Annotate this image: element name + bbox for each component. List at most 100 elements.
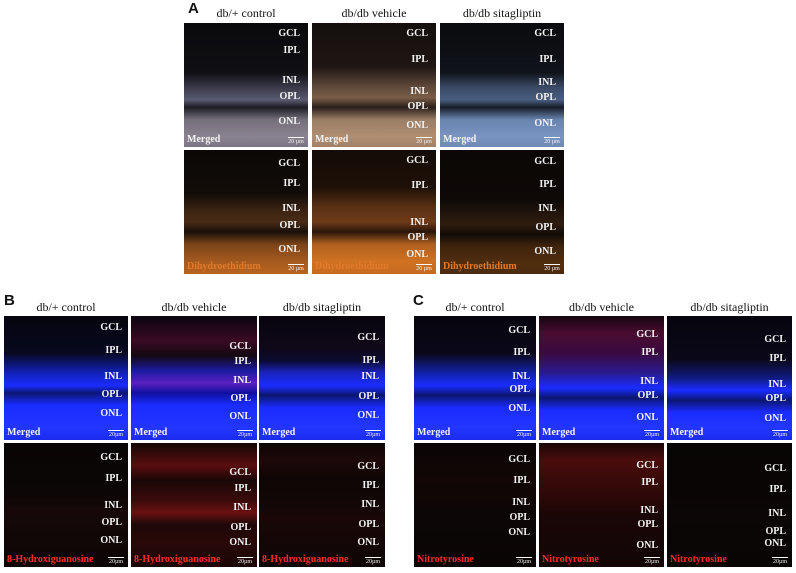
column-header-a-vehicle: db/db vehicle (341, 6, 407, 20)
layer-label-gcl: GCL (534, 28, 556, 39)
micrograph-c-sitagliptin-nitrotyrosine: GCL IPL INL OPL ONL Nitrotyrosine 20µm (667, 443, 792, 567)
layer-label-opl: OPL (535, 92, 556, 103)
layer-label-gcl: GCL (534, 156, 556, 167)
panel-label-c: C (413, 292, 424, 309)
micrograph-a-sitagliptin-dhe: GCL IPL INL OPL ONL Dihydroethidium 20 µ… (440, 150, 564, 274)
micrograph-c-control-merged: GCL IPL INL OPL ONL Merged 20µm (414, 316, 536, 440)
column-header-b-sitagliptin: db/db sitagliptin (282, 300, 362, 314)
layer-label-inl: INL (410, 86, 428, 97)
stain-label-8ohdg: 8-Hydroxiguanosine (262, 554, 349, 565)
column-header-a-control: db/+ control (216, 6, 276, 20)
layer-label-onl: ONL (764, 538, 786, 549)
column-header-b-control: db/+ control (36, 300, 96, 314)
layer-label-opl: OPL (279, 91, 300, 102)
layer-label-gcl: GCL (229, 341, 251, 352)
layer-label-inl: INL (538, 203, 556, 214)
layer-label-opl: OPL (535, 222, 556, 233)
panel-label-b: B (4, 292, 15, 309)
micrograph-a-vehicle-dhe: GCL IPL INL OPL ONL Dihydroethidium 20 µ… (312, 150, 436, 274)
column-header-a-sitagliptin: db/db sitagliptin (462, 6, 542, 20)
layer-label-gcl: GCL (357, 332, 379, 343)
layer-label-onl: ONL (764, 413, 786, 424)
layer-label-opl: OPL (765, 393, 786, 404)
layer-label-ipl: IPL (411, 180, 428, 191)
layer-label-onl: ONL (357, 410, 379, 421)
micrograph-b-vehicle-8ohdg: GCL IPL INL OPL ONL 8-Hydroxiguanosine 2… (131, 443, 257, 567)
scale-bar: 20 µm (288, 264, 304, 272)
micrograph-a-sitagliptin-merged: GCL IPL INL OPL ONL Merged 20 µm (440, 23, 564, 147)
layer-label-gcl: GCL (406, 28, 428, 39)
layer-label-inl: INL (361, 371, 379, 382)
layer-label-opl: OPL (101, 389, 122, 400)
layer-label-ipl: IPL (641, 347, 658, 358)
layer-label-inl: INL (640, 505, 658, 516)
layer-label-onl: ONL (636, 412, 658, 423)
stain-label-merged: Merged (315, 134, 349, 145)
layer-label-gcl: GCL (636, 329, 658, 340)
layer-label-opl: OPL (230, 393, 251, 404)
micrograph-b-control-merged: GCL IPL INL OPL ONL Merged 20µm (4, 316, 128, 440)
micrograph-a-control-dhe: GCL IPL INL OPL ONL Dihydroethidium 20 µ… (184, 150, 308, 274)
layer-label-opl: OPL (765, 526, 786, 537)
stain-label-8ohdg: 8-Hydroxiguanosine (134, 554, 221, 565)
layer-label-onl: ONL (229, 411, 251, 422)
scale-bar: 20 µm (416, 264, 432, 272)
micrograph-c-vehicle-merged: GCL IPL INL OPL ONL Merged 20µm (539, 316, 664, 440)
stain-label-merged: Merged (134, 427, 168, 438)
layer-label-opl: OPL (101, 517, 122, 528)
micrograph-c-control-nitrotyrosine: GCL IPL INL OPL ONL Nitrotyrosine 20µm (414, 443, 536, 567)
layer-label-inl: INL (640, 376, 658, 387)
layer-label-ipl: IPL (105, 345, 122, 356)
layer-label-ipl: IPL (513, 347, 530, 358)
layer-label-onl: ONL (100, 408, 122, 419)
scale-bar: 20µm (516, 430, 532, 438)
layer-label-inl: INL (410, 217, 428, 228)
layer-label-ipl: IPL (539, 179, 556, 190)
layer-label-ipl: IPL (641, 477, 658, 488)
layer-label-inl: INL (768, 379, 786, 390)
layer-label-inl: INL (233, 375, 251, 386)
scale-bar: 20µm (108, 557, 124, 565)
layer-label-ipl: IPL (283, 178, 300, 189)
column-header-c-control: db/+ control (445, 300, 505, 314)
scale-bar: 20 µm (288, 137, 304, 145)
layer-label-opl: OPL (407, 101, 428, 112)
micrograph-b-sitagliptin-merged: GCL IPL INL OPL ONL Merged 20µm (259, 316, 385, 440)
layer-label-onl: ONL (278, 116, 300, 127)
layer-label-opl: OPL (509, 384, 530, 395)
layer-label-inl: INL (233, 502, 251, 513)
layer-label-ipl: IPL (769, 484, 786, 495)
layer-label-gcl: GCL (278, 28, 300, 39)
stain-label-nitrotyrosine: Nitrotyrosine (670, 554, 727, 565)
stain-label-dhe: Dihydroethidium (187, 261, 261, 272)
layer-label-onl: ONL (406, 120, 428, 131)
layer-label-inl: INL (512, 371, 530, 382)
panel-label-a: A (188, 0, 199, 17)
stain-label-merged: Merged (443, 134, 477, 145)
scale-bar: 20µm (365, 557, 381, 565)
scale-bar: 20µm (644, 557, 660, 565)
layer-label-onl: ONL (357, 537, 379, 548)
stain-label-merged: Merged (417, 427, 451, 438)
layer-label-gcl: GCL (764, 334, 786, 345)
scale-bar: 20µm (108, 430, 124, 438)
layer-label-inl: INL (768, 508, 786, 519)
layer-label-gcl: GCL (764, 463, 786, 474)
stain-label-merged: Merged (670, 427, 704, 438)
layer-label-ipl: IPL (411, 54, 428, 65)
layer-label-ipl: IPL (362, 355, 379, 366)
layer-label-inl: INL (282, 203, 300, 214)
layer-label-opl: OPL (407, 232, 428, 243)
layer-label-ipl: IPL (539, 54, 556, 65)
scale-bar: 20µm (365, 430, 381, 438)
layer-label-ipl: IPL (283, 45, 300, 56)
scale-bar: 20µm (237, 430, 253, 438)
scale-bar: 20µm (644, 430, 660, 438)
layer-label-inl: INL (282, 75, 300, 86)
layer-label-gcl: GCL (100, 322, 122, 333)
stain-label-merged: Merged (7, 427, 41, 438)
stain-label-merged: Merged (262, 427, 296, 438)
layer-label-gcl: GCL (406, 155, 428, 166)
micrograph-a-vehicle-merged: GCL IPL INL OPL ONL Merged 20 µm (312, 23, 436, 147)
layer-label-opl: OPL (637, 519, 658, 530)
